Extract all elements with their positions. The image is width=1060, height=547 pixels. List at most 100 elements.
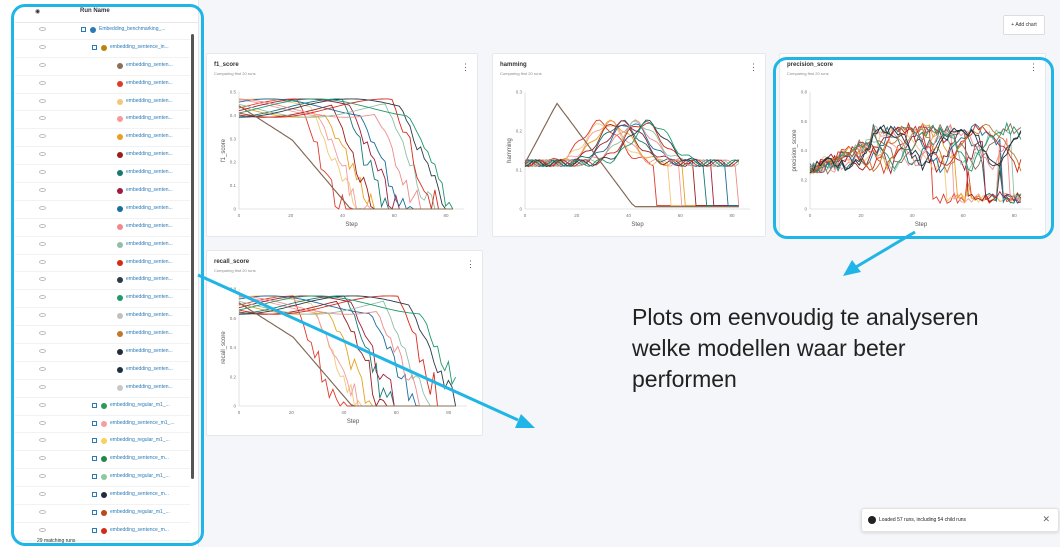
run-color-dot[interactable] — [101, 420, 107, 427]
run-name-link[interactable]: embedding_regular_m1_... — [110, 401, 170, 408]
run-name-link[interactable]: embedding_senten... — [126, 383, 173, 390]
run-row[interactable]: embedding_senten... — [15, 326, 190, 345]
run-name-link[interactable]: embedding_senten... — [126, 79, 173, 86]
visibility-toggle-icon[interactable] — [39, 98, 46, 103]
run-row[interactable]: embedding_sentence_m1_... — [15, 416, 190, 434]
run-name-link[interactable]: embedding_sentence_m... — [110, 491, 169, 498]
run-row[interactable]: embedding_senten... — [15, 380, 190, 398]
run-name-link[interactable]: embedding_senten... — [126, 187, 173, 194]
add-chart-button[interactable]: + Add chart — [1003, 15, 1045, 35]
visibility-toggle-icon[interactable] — [39, 366, 46, 371]
run-name-link[interactable]: embedding_senten... — [126, 348, 173, 355]
run-color-dot[interactable] — [117, 80, 123, 87]
expand-icon[interactable] — [92, 44, 97, 50]
run-color-dot[interactable] — [117, 152, 123, 159]
visibility-toggle-icon[interactable] — [39, 527, 46, 532]
run-row[interactable]: embedding_senten... — [15, 129, 190, 148]
run-row[interactable]: embedding_sentence_m... — [15, 487, 190, 506]
run-color-dot[interactable] — [117, 366, 123, 373]
visibility-toggle-icon[interactable] — [39, 331, 46, 336]
visibility-toggle-icon[interactable] — [39, 349, 46, 354]
run-row[interactable]: embedding_senten... — [15, 201, 190, 219]
run-color-dot[interactable] — [117, 205, 123, 212]
run-name-link[interactable]: embedding_senten... — [126, 222, 173, 229]
run-name-link[interactable]: embedding_senten... — [126, 151, 173, 158]
expand-icon[interactable] — [92, 438, 97, 444]
run-name-link[interactable]: embedding_regular_m1_... — [110, 509, 170, 516]
visibility-toggle-icon[interactable] — [39, 44, 46, 49]
expand-icon[interactable] — [92, 510, 97, 516]
visibility-toggle-icon[interactable] — [39, 456, 46, 461]
run-row[interactable]: embedding_senten... — [15, 344, 190, 362]
run-row[interactable]: embedding_senten... — [15, 165, 190, 184]
visibility-toggle-icon[interactable] — [39, 62, 46, 67]
run-name-link[interactable]: embedding_senten... — [126, 133, 173, 140]
visibility-toggle-icon[interactable] — [39, 241, 46, 246]
visibility-icon[interactable]: ◉ — [35, 9, 41, 15]
visibility-toggle-icon[interactable] — [39, 295, 46, 300]
run-name-link[interactable]: embedding_senten... — [126, 97, 173, 104]
run-color-dot[interactable] — [117, 62, 123, 69]
run-name-column-header[interactable]: Run Name — [80, 8, 110, 14]
run-color-dot[interactable] — [90, 27, 96, 33]
run-name-link[interactable]: embedding_sentence_m... — [110, 526, 169, 533]
run-row[interactable]: embedding_senten... — [15, 290, 190, 309]
run-name-link[interactable]: embedding_senten... — [126, 115, 173, 122]
visibility-toggle-icon[interactable] — [39, 80, 46, 85]
visibility-toggle-icon[interactable] — [39, 510, 46, 515]
close-icon[interactable]: ✕ — [1042, 514, 1050, 524]
run-color-dot[interactable] — [101, 402, 107, 409]
run-name-link[interactable]: embedding_senten... — [126, 258, 173, 265]
run-name-link[interactable]: embedding_senten... — [126, 294, 173, 301]
run-row[interactable]: embedding_senten... — [15, 219, 190, 237]
run-row[interactable]: embedding_senten... — [15, 362, 190, 380]
visibility-toggle-icon[interactable] — [39, 277, 46, 282]
sidebar-scrollbar[interactable] — [191, 34, 194, 479]
run-row[interactable]: embedding_senten... — [15, 308, 190, 327]
run-color-dot[interactable] — [101, 527, 107, 534]
run-row[interactable]: Embedding_benchmarking_... — [15, 22, 190, 40]
expand-icon[interactable] — [92, 402, 97, 408]
expand-icon[interactable] — [92, 474, 97, 480]
expand-icon[interactable] — [81, 27, 86, 32]
run-color-dot[interactable] — [117, 259, 123, 266]
run-name-link[interactable]: embedding_senten... — [126, 204, 173, 211]
chart-menu-icon[interactable]: ⋮ — [461, 62, 470, 72]
run-name-link[interactable]: embedding_senten... — [126, 330, 173, 337]
run-name-link[interactable]: embedding_senten... — [126, 61, 173, 68]
run-name-link[interactable]: Embedding_benchmarking_... — [99, 26, 166, 32]
run-color-dot[interactable] — [101, 456, 107, 463]
run-color-dot[interactable] — [117, 349, 123, 356]
run-color-dot[interactable] — [117, 116, 123, 123]
visibility-toggle-icon[interactable] — [39, 259, 46, 264]
visibility-toggle-icon[interactable] — [39, 474, 46, 479]
visibility-toggle-icon[interactable] — [39, 492, 46, 497]
visibility-toggle-icon[interactable] — [39, 152, 46, 157]
run-row[interactable]: embedding_senten... — [15, 272, 190, 291]
run-row[interactable]: embedding_senten... — [15, 58, 190, 76]
expand-icon[interactable] — [92, 456, 97, 462]
run-row[interactable]: embedding_regular_m1_... — [15, 433, 190, 452]
chart-menu-icon[interactable]: ⋮ — [1029, 62, 1038, 72]
run-name-link[interactable]: embedding_regular_m1_... — [110, 473, 170, 480]
run-color-dot[interactable] — [117, 223, 123, 230]
run-name-link[interactable]: embedding_sentence_in... — [110, 43, 169, 50]
run-color-dot[interactable] — [117, 134, 123, 141]
run-color-dot[interactable] — [117, 313, 123, 320]
run-name-link[interactable]: embedding_regular_m1_... — [110, 437, 170, 444]
run-name-link[interactable]: embedding_senten... — [126, 365, 173, 372]
run-row[interactable]: embedding_senten... — [15, 255, 190, 273]
run-row[interactable]: embedding_regular_m1_... — [15, 505, 190, 523]
visibility-toggle-icon[interactable] — [39, 223, 46, 228]
visibility-toggle-icon[interactable] — [39, 27, 46, 31]
visibility-toggle-icon[interactable] — [39, 313, 46, 318]
visibility-toggle-icon[interactable] — [39, 384, 46, 389]
chart-menu-icon[interactable]: ⋮ — [466, 259, 475, 269]
visibility-toggle-icon[interactable] — [39, 116, 46, 121]
run-color-dot[interactable] — [117, 295, 123, 302]
visibility-toggle-icon[interactable] — [39, 188, 46, 193]
run-color-dot[interactable] — [117, 241, 123, 248]
run-color-dot[interactable] — [101, 474, 107, 481]
visibility-toggle-icon[interactable] — [39, 438, 46, 443]
visibility-toggle-icon[interactable] — [39, 170, 46, 175]
